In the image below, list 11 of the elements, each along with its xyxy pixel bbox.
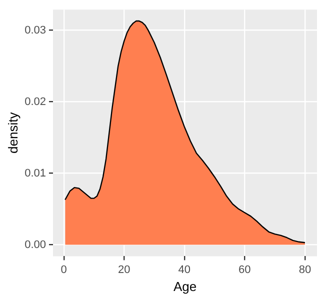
y-tick-label: 0.02 <box>24 96 46 108</box>
x-tick-label: 40 <box>178 264 191 276</box>
y-tick-label: 0.03 <box>24 24 46 36</box>
x-tick-label: 0 <box>60 264 67 276</box>
y-axis-title: density <box>5 112 20 154</box>
y-tick-label: 0.00 <box>24 238 46 251</box>
x-axis-title: Age <box>173 278 197 294</box>
y-tick-label: 0.01 <box>24 167 46 180</box>
x-tick-label: 20 <box>118 264 130 276</box>
x-tick-label: 60 <box>238 264 251 276</box>
x-tick-label: 80 <box>298 264 312 276</box>
